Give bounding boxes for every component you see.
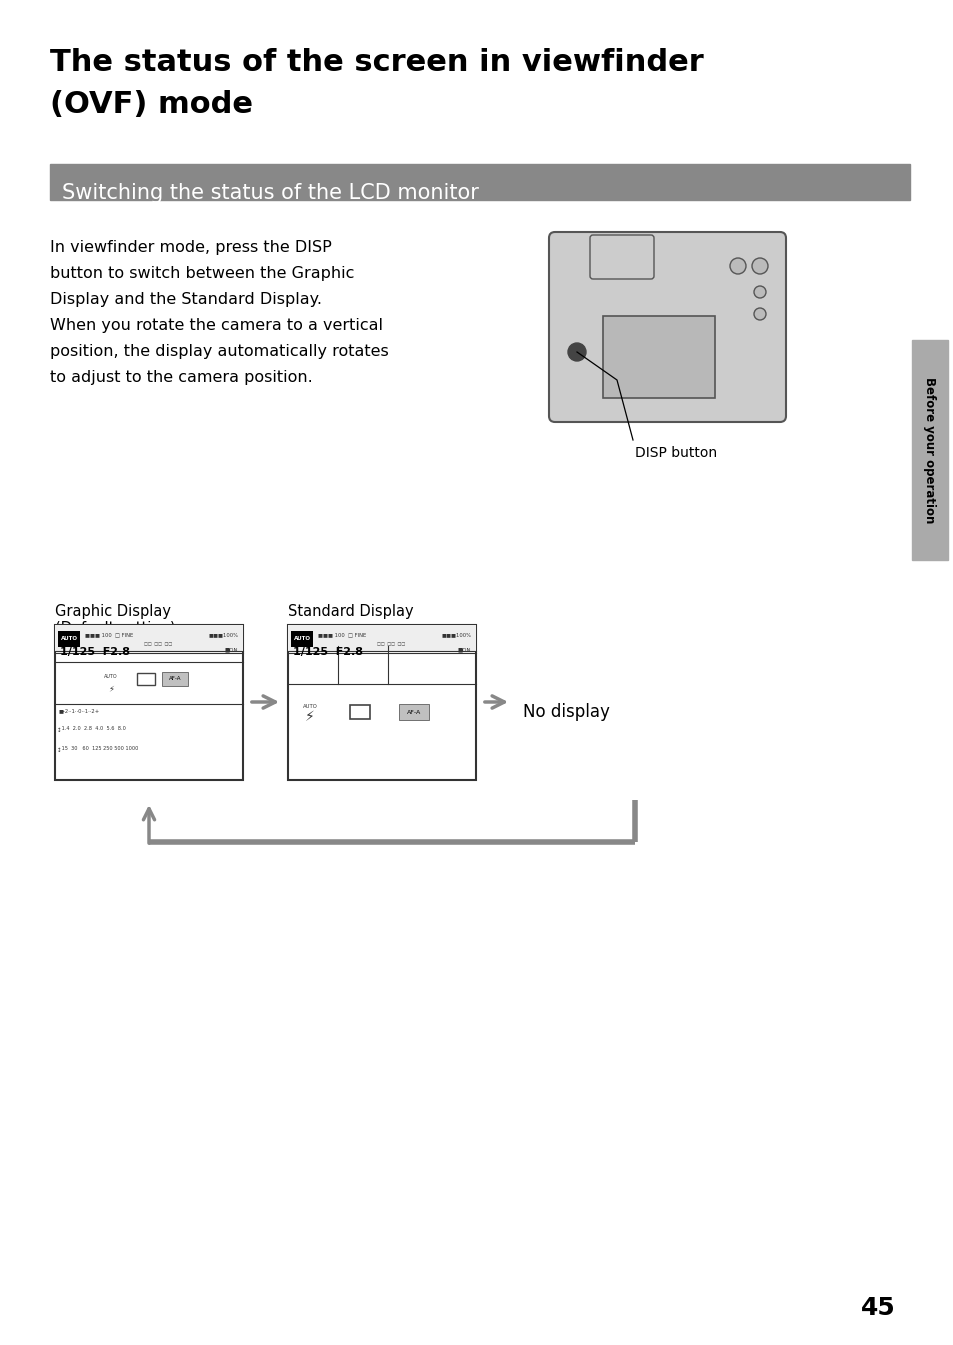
Text: In viewfinder mode, press the DISP: In viewfinder mode, press the DISP [50,239,332,256]
Text: ■ON: ■ON [456,647,471,652]
Circle shape [751,258,767,274]
Text: 45: 45 [860,1297,895,1319]
Text: ■■■ 100  □ FINE: ■■■ 100 □ FINE [317,632,366,638]
Text: (Default setting): (Default setting) [55,621,175,636]
Circle shape [567,343,585,360]
Bar [50,164,909,200]
FancyBboxPatch shape [589,235,654,278]
Circle shape [753,286,765,299]
Bar [58,631,80,647]
Text: Before your operation: Before your operation [923,377,936,523]
Circle shape [753,308,765,320]
Text: □□  □□  □□: □□ □□ □□ [144,642,172,646]
Text: 1.4  2.0  2.8  4.0  5.6  8.0: 1.4 2.0 2.8 4.0 5.6 8.0 [60,726,126,730]
Bar [602,316,714,398]
Text: ■-2··1··0··1··2+: ■-2··1··0··1··2+ [59,707,100,713]
Text: The status of the screen in viewfinder: The status of the screen in viewfinder [50,48,703,77]
Text: 1/125  F2.8: 1/125 F2.8 [293,647,363,656]
Text: Graphic Display: Graphic Display [55,604,171,619]
Text: position, the display automatically rotates: position, the display automatically rota… [50,344,388,359]
Text: button to switch between the Graphic: button to switch between the Graphic [50,266,354,281]
Text: □□  □□  □□: □□ □□ □□ [376,642,405,646]
Text: AUTO: AUTO [302,703,317,709]
Bar [137,672,154,685]
Text: When you rotate the camera to a vertical: When you rotate the camera to a vertical [50,317,382,334]
FancyBboxPatch shape [548,231,785,422]
Text: ■ON: ■ON [224,647,237,652]
Text: Standard Display: Standard Display [288,604,414,619]
Bar [288,625,476,780]
Text: 15  30   60  125 250 500 1000: 15 30 60 125 250 500 1000 [60,746,138,751]
Text: ↕: ↕ [57,728,62,733]
Text: AUTO: AUTO [104,674,117,679]
Bar [350,705,370,720]
Text: Switching the status of the LCD monitor: Switching the status of the LCD monitor [62,183,478,203]
Text: Display and the Standard Display.: Display and the Standard Display. [50,292,322,307]
Bar [55,625,243,780]
Bar [911,340,947,560]
Text: AUTO: AUTO [60,636,77,642]
Text: 1/125  F2.8: 1/125 F2.8 [60,647,130,656]
Text: ■■■100%: ■■■100% [441,632,472,638]
Text: AF-A: AF-A [169,677,181,682]
Text: ■■■ 100  □ FINE: ■■■ 100 □ FINE [85,632,133,638]
Bar [291,631,313,647]
Text: to adjust to the camera position.: to adjust to the camera position. [50,370,313,385]
Bar [288,625,476,651]
FancyBboxPatch shape [398,703,429,720]
Circle shape [729,258,745,274]
Text: ⚡: ⚡ [108,685,113,693]
Text: AUTO: AUTO [294,636,310,642]
Text: ■■■100%: ■■■100% [209,632,239,638]
Text: ↕: ↕ [57,748,62,753]
Bar [55,625,243,651]
Text: DISP button: DISP button [635,447,717,460]
Text: ⚡: ⚡ [305,710,314,724]
Text: AF-A: AF-A [406,710,420,714]
Text: No display: No display [522,703,609,721]
FancyBboxPatch shape [162,672,188,686]
Text: (OVF) mode: (OVF) mode [50,90,253,118]
